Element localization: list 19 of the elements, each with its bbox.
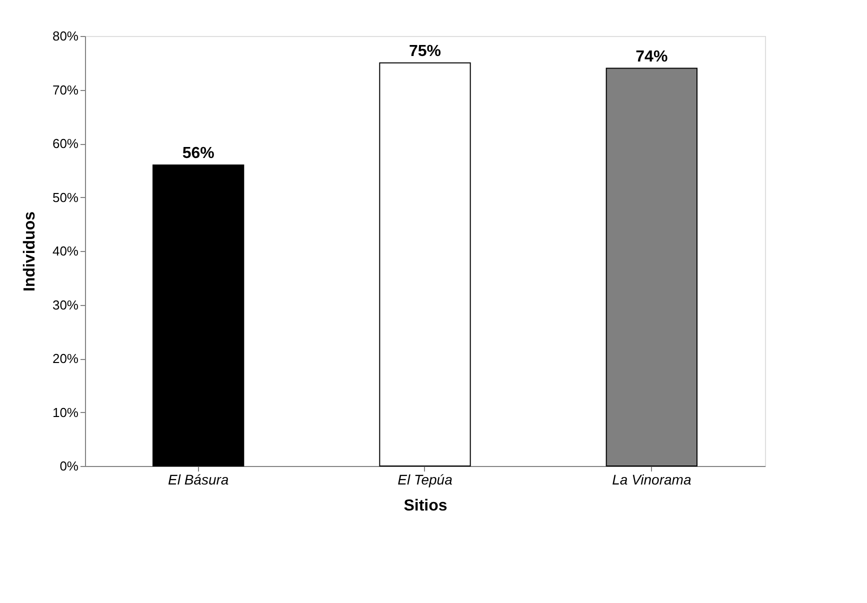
y-tick-label: 50% [52,190,79,205]
y-tick-label: 20% [52,351,79,366]
y-tick-label: 80% [52,28,79,44]
x-axis-title: Sitios [404,498,448,514]
y-tick-label: 30% [52,297,79,312]
y-tick-label: 0% [60,458,79,474]
bar [379,62,471,466]
y-axis-title: Individuos [21,211,38,292]
data-label: 75% [408,42,442,60]
bar [152,164,244,466]
x-tick-label: El Básura [168,472,229,488]
y-tick-label: 70% [52,82,79,98]
y-tick-label: 40% [52,244,79,258]
data-label: 56% [182,145,214,162]
y-tick-label: 10% [52,404,79,420]
data-label: 74% [636,48,668,66]
y-tick-label: 60% [52,136,79,151]
x-tick-label: La Vinorama [612,472,692,488]
x-tick-label: El Tepúa [398,472,453,488]
